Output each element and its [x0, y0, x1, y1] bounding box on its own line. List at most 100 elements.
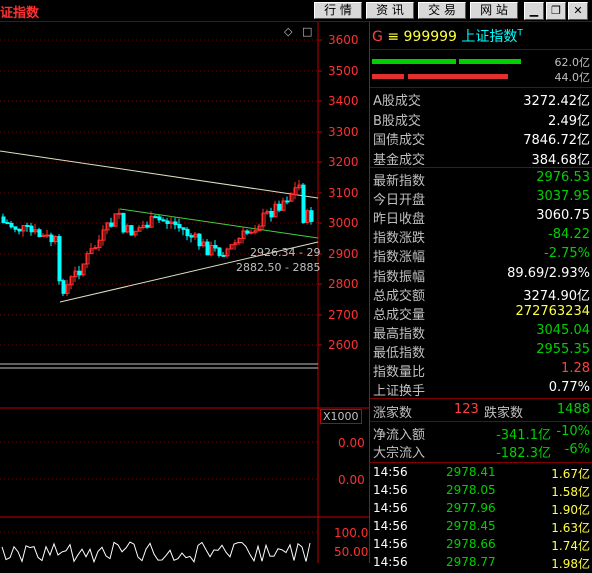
stat-row: 指数量比 1.28	[370, 361, 592, 380]
tick-volume: 1.98亿	[551, 557, 590, 571]
candle-body	[289, 194, 294, 202]
stat-value: 3272.42亿	[523, 94, 590, 109]
candle-body	[181, 227, 186, 230]
lower-trendline	[59, 241, 319, 303]
candle-body	[305, 210, 310, 223]
candle-body	[245, 230, 250, 234]
candle-body	[13, 226, 18, 230]
close-icon[interactable]: ✕	[568, 2, 588, 20]
up-count: 123	[454, 402, 479, 417]
candle-body	[61, 280, 66, 294]
candle-body	[257, 225, 262, 232]
symbol-header: G ≡ 999999 上证指数T	[372, 26, 523, 46]
g-marker: G	[372, 29, 383, 45]
candle-body	[41, 234, 46, 237]
restore-icon[interactable]: ❐	[546, 2, 566, 20]
candle-body	[273, 203, 278, 218]
candle-body	[25, 224, 30, 227]
tick-row: 14:56 2978.05 1.58亿	[370, 483, 592, 501]
stat-label: 基金成交	[373, 152, 426, 168]
candle-body	[1, 216, 6, 224]
t-marker: T	[517, 28, 523, 39]
stat-row: 基金成交 384.68亿	[370, 149, 592, 168]
stat-value: 2955.35	[536, 341, 590, 357]
candle-body	[149, 216, 154, 228]
candle-body	[277, 203, 282, 211]
candle-body	[137, 227, 142, 232]
tick-row: 14:56 2978.77 1.98亿	[370, 555, 592, 573]
stat-value: 3045.04	[536, 322, 590, 338]
stat-value: 3060.75	[536, 208, 590, 224]
tick-volume: 1.67亿	[551, 467, 590, 481]
stat-row: 指数涨跌 -84.22	[370, 227, 592, 246]
candle-body	[37, 229, 42, 237]
candle-body	[5, 222, 10, 225]
upper-trendline	[0, 150, 319, 199]
trade-button[interactable]: 交 易	[418, 2, 466, 19]
y-tick: 3400	[328, 94, 359, 108]
tick-price: 2978.66	[446, 537, 496, 551]
candle-body	[17, 228, 22, 232]
candle-body	[69, 276, 74, 286]
flow-value: -341.1亿	[496, 428, 551, 443]
candle-body	[209, 244, 214, 256]
candle-body	[93, 247, 98, 250]
window-title: 证指数	[0, 6, 40, 21]
candle-body	[53, 236, 58, 243]
stat-label: 最低指数	[373, 345, 426, 361]
candle-body	[117, 212, 122, 215]
news-button[interactable]: 资 讯	[366, 2, 414, 19]
tick-price: 2978.45	[446, 519, 496, 533]
candle-body	[221, 254, 226, 257]
stat-row: 国债成交 7846.72亿	[370, 129, 592, 148]
stat-label: 国债成交	[373, 133, 426, 148]
stat-label: 今日开盘	[373, 193, 426, 209]
stat-row: 昨日收盘 3060.75	[370, 208, 592, 228]
candle-body	[281, 200, 286, 211]
stat-label: 昨日收盘	[373, 212, 426, 228]
outflow-bar	[372, 74, 404, 79]
candle-body	[109, 222, 114, 227]
stat-value: 3037.95	[536, 189, 590, 205]
y-tick: 2800	[328, 277, 359, 291]
menu-icon[interactable]: ≡	[387, 29, 400, 45]
stat-value: -84.22	[548, 227, 590, 243]
candle-body	[237, 237, 242, 244]
candle-body	[301, 184, 306, 223]
stat-label: B股成交	[373, 113, 421, 129]
stat-value: 0.77%	[548, 380, 590, 396]
tick-volume: 1.58亿	[551, 485, 590, 499]
candle-body	[129, 225, 134, 236]
diamond-icon[interactable]: ◇	[284, 25, 293, 38]
candle-body	[249, 231, 254, 234]
up-label: 涨家数	[373, 406, 413, 421]
y-tick: 3500	[328, 64, 359, 78]
candle-body	[233, 242, 238, 246]
tick-time: 14:56	[373, 519, 408, 533]
candle-body	[189, 235, 194, 238]
quotes-button[interactable]: 行 情	[314, 2, 362, 19]
stock-name: 上证指数	[461, 29, 518, 45]
website-button[interactable]: 网 站	[470, 2, 518, 19]
candle-body	[285, 200, 290, 203]
tick-volume: 1.90亿	[551, 503, 590, 517]
quote-panel: G ≡ 999999 上证指数T 62.0亿 44.0亿 A股成交 3272.42…	[369, 22, 592, 571]
flow-label: 大宗流入	[373, 446, 426, 461]
sub-y-tick: 0.00	[338, 436, 365, 450]
candle-body	[97, 239, 102, 249]
price-chart[interactable]: ◇ □ 3600 3500 3400 3300 3200 3100 3000 2…	[0, 22, 369, 563]
candle-body	[65, 284, 70, 294]
trendline-annotation-upper: 2926.34 - 29	[250, 246, 321, 259]
bar-value-top: 62.0亿	[554, 56, 591, 69]
candle-body	[49, 234, 54, 243]
candle-body	[229, 244, 234, 250]
square-icon[interactable]: □	[302, 25, 313, 38]
candle-body	[241, 230, 246, 239]
candle-body	[261, 212, 266, 227]
bar-value-bottom: 44.0亿	[554, 71, 591, 84]
tick-time: 14:56	[373, 465, 408, 479]
candle-body	[101, 229, 106, 241]
stat-row: 最新指数 2976.53	[370, 170, 592, 189]
minimize-icon[interactable]: ▁	[524, 2, 544, 20]
candle-body	[161, 219, 166, 222]
